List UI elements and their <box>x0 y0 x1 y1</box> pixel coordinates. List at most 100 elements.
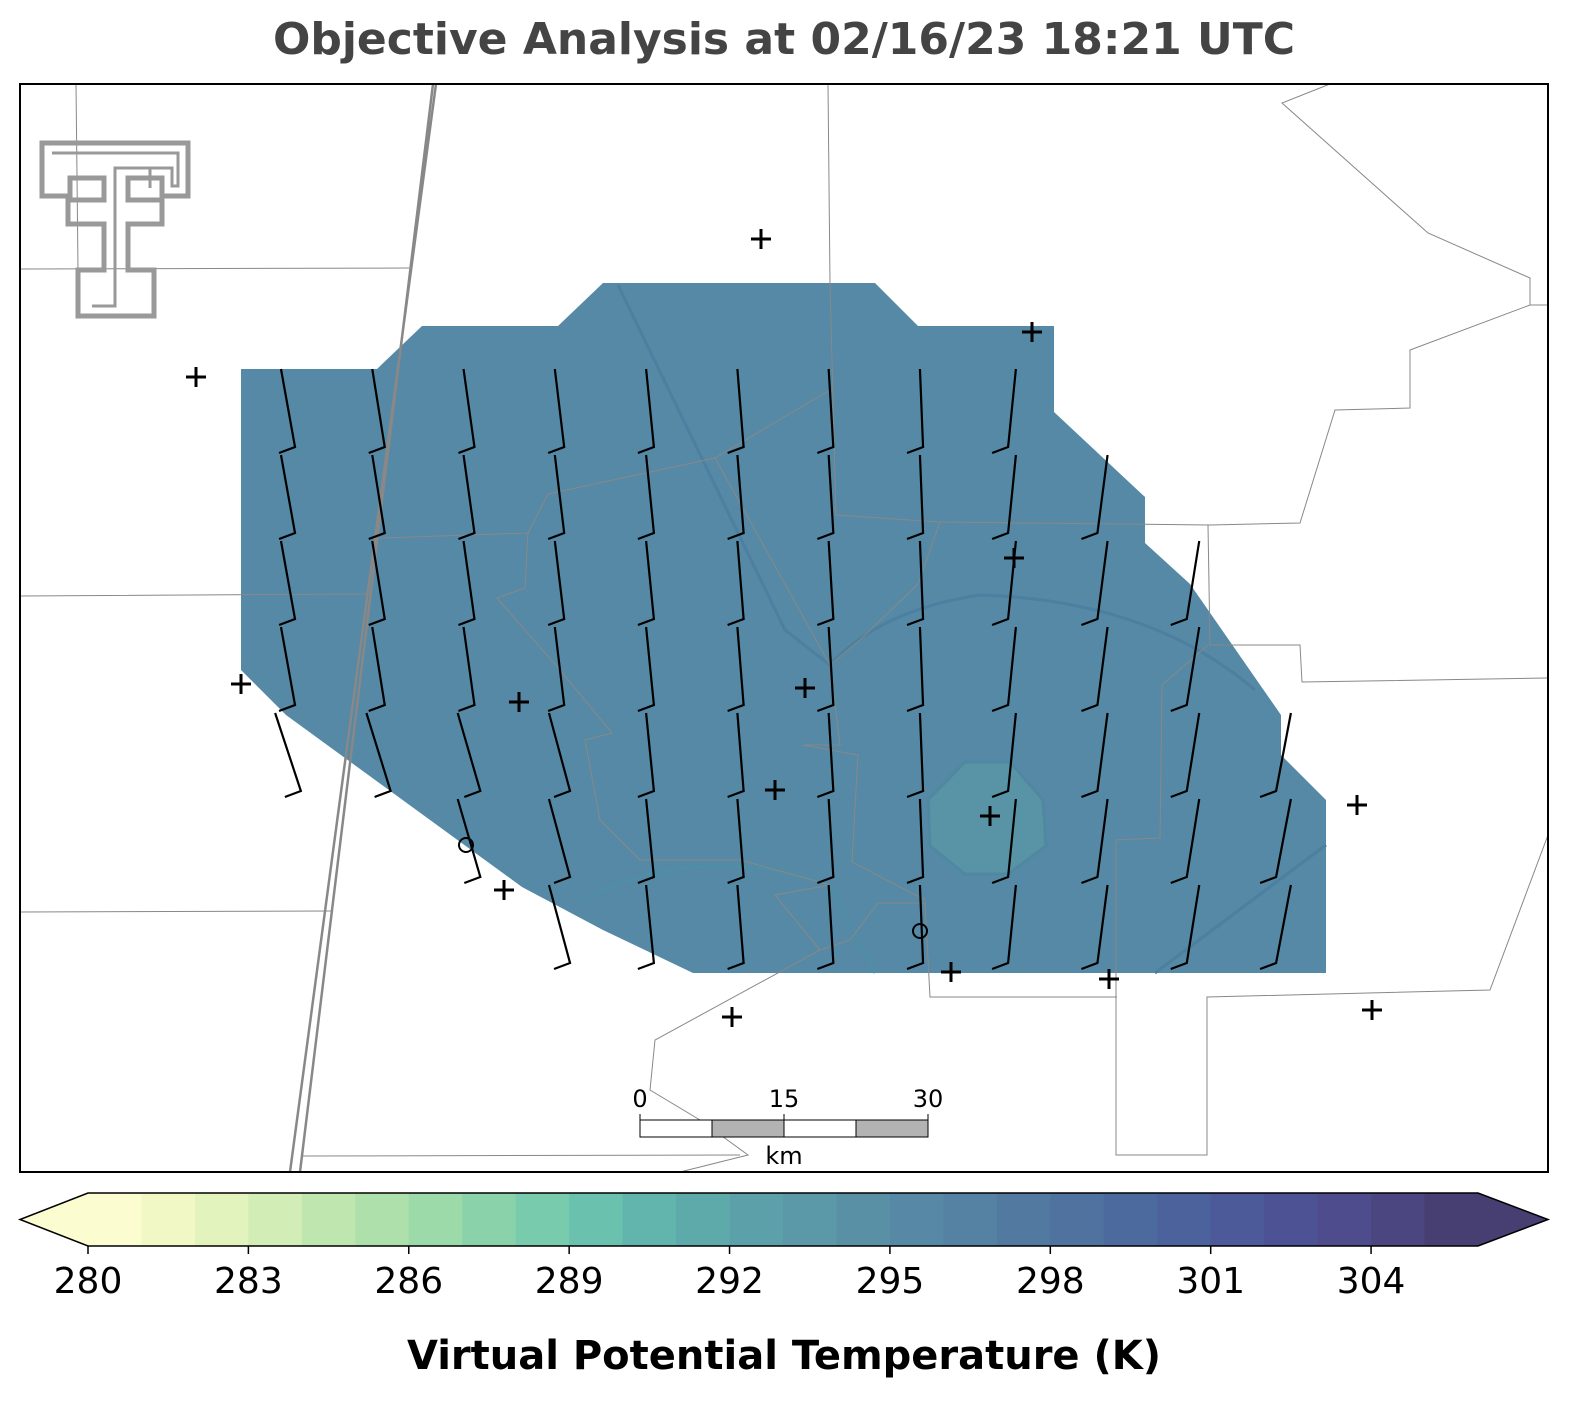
wind-barb <box>278 626 297 713</box>
wind-barb <box>1170 798 1201 885</box>
colorbar-tick-label: 289 <box>535 1261 604 1302</box>
station <box>1347 795 1367 815</box>
wind-barb <box>816 712 835 799</box>
wind-barb <box>458 454 476 541</box>
colorbar-label: Virtual Potential Temperature (K) <box>407 1333 1161 1379</box>
color-bin <box>355 1193 410 1246</box>
station <box>494 880 514 900</box>
wind-barb <box>637 712 656 799</box>
colorbar-tick-label: 298 <box>1016 1261 1085 1302</box>
wind-barb <box>458 368 476 455</box>
wind-barb <box>727 884 745 971</box>
color-bin <box>1210 1193 1265 1246</box>
wind-barb <box>456 798 482 885</box>
color-bin <box>408 1193 463 1246</box>
wind-barb <box>906 884 925 971</box>
station <box>1099 969 1119 989</box>
contour <box>616 284 1256 692</box>
wind-barb <box>816 540 835 627</box>
color-bin <box>889 1193 944 1246</box>
wind-barb <box>547 712 572 799</box>
scale-segment <box>711 1119 785 1138</box>
highway <box>288 83 438 1173</box>
scale-unit: km <box>765 1142 802 1170</box>
wind-barb <box>278 540 297 627</box>
wind-barb <box>816 798 835 885</box>
wind-barb <box>727 454 745 541</box>
wind-barb <box>458 540 476 627</box>
wind-barb <box>456 712 482 799</box>
wind-barb <box>906 712 925 799</box>
wind-barb <box>816 454 835 541</box>
color-bin <box>676 1193 731 1246</box>
wind-barb <box>1259 712 1292 799</box>
wind-barb <box>368 368 386 455</box>
wind-barb <box>368 626 386 713</box>
station <box>1004 548 1024 568</box>
wind-barb <box>906 454 925 541</box>
wind-barb <box>547 626 566 713</box>
color-bin <box>462 1193 517 1246</box>
color-bin <box>194 1193 249 1246</box>
wind-barb <box>906 798 925 885</box>
wind-barb <box>278 454 297 541</box>
wind-barb <box>991 368 1017 455</box>
station <box>186 367 206 387</box>
wind-barb <box>278 368 297 455</box>
color-bin <box>1317 1193 1372 1246</box>
wind-barb <box>991 884 1017 971</box>
colorbar-tick-label: 286 <box>374 1261 443 1302</box>
wind-barb <box>816 884 835 971</box>
title: Objective Analysis at 02/16/23 18:21 UTC <box>273 14 1295 65</box>
station <box>765 780 785 800</box>
station <box>1362 1000 1382 1020</box>
wind-barb <box>1170 712 1201 799</box>
wind-barb <box>727 712 745 799</box>
color-bin <box>622 1193 677 1246</box>
extend-high <box>1478 1193 1548 1246</box>
wind-barb <box>458 626 476 713</box>
scale-tick-label: 15 <box>769 1085 800 1113</box>
wind-barb <box>991 626 1017 713</box>
wind-barb <box>1170 626 1201 713</box>
calm-station <box>458 837 474 853</box>
wind-barb <box>368 454 386 541</box>
color-bin <box>1371 1193 1426 1246</box>
scale-segment <box>855 1119 929 1138</box>
color-bin <box>783 1193 837 1246</box>
colorbar-tick-label: 292 <box>695 1261 764 1302</box>
wind-barb <box>547 454 566 541</box>
contour <box>1154 843 1327 975</box>
color-bin <box>1050 1193 1105 1246</box>
boundaries <box>19 83 1549 1173</box>
color-bin <box>943 1193 998 1246</box>
wind-barb <box>1081 626 1109 713</box>
wind-barb <box>1081 884 1109 971</box>
calm-station <box>912 923 928 939</box>
station <box>1022 322 1042 342</box>
wind-barb <box>906 368 925 455</box>
scale-tick-label: 30 <box>913 1085 944 1113</box>
map-border <box>19 83 1549 1173</box>
wind-barb <box>1081 798 1109 885</box>
wind-barb <box>816 626 835 713</box>
wind-barb <box>637 884 656 971</box>
station <box>941 962 961 982</box>
color-bin <box>88 1193 142 1246</box>
scale-tick-label: 0 <box>632 1085 647 1113</box>
color-bin <box>729 1193 784 1246</box>
color-bin <box>569 1193 624 1246</box>
color-bin <box>836 1193 891 1246</box>
map <box>19 83 1549 1173</box>
colorbar-outline <box>17 1192 1551 1247</box>
color-bin <box>301 1193 356 1246</box>
wind-barb <box>547 368 566 455</box>
wind-barb <box>816 368 835 455</box>
scale-segment <box>783 1119 857 1138</box>
colorbar-tick-label: 304 <box>1337 1261 1406 1302</box>
color-bin <box>515 1193 570 1246</box>
station <box>980 806 1000 826</box>
color-bin <box>248 1193 303 1246</box>
contour <box>579 864 877 974</box>
